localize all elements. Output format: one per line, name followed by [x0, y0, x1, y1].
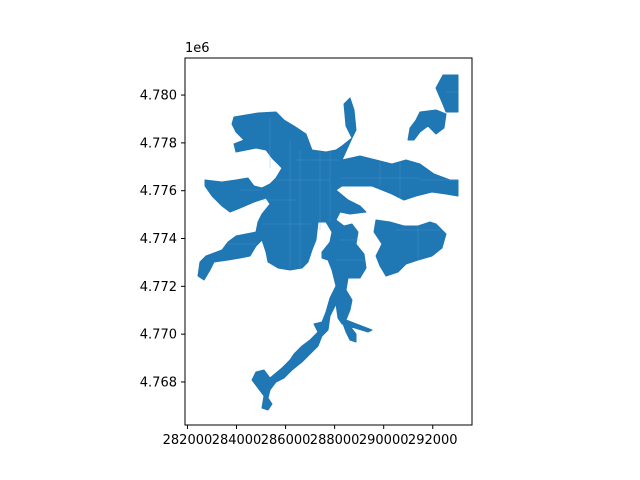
y-tick-label: 4.770 [140, 328, 177, 343]
y-tick-label: 4.768 [140, 375, 177, 390]
x-tick-label: 284000 [212, 433, 262, 448]
x-tick-label: 292000 [408, 433, 458, 448]
y-tick-label: 4.772 [140, 280, 177, 295]
y-tick-label: 4.780 [140, 89, 177, 104]
x-tick-label: 282000 [163, 433, 213, 448]
y-offset-label: 1e6 [185, 41, 210, 56]
axes-frame [184, 57, 473, 426]
x-tick-label: 290000 [359, 433, 409, 448]
y-tick-label: 4.774 [140, 232, 177, 247]
region-polygons [197, 74, 459, 411]
x-tick-label: 286000 [261, 433, 311, 448]
y-axis: 4.768 4.770 4.772 4.774 4.776 4.778 4.780 [140, 89, 185, 390]
y-tick-label: 4.776 [140, 184, 177, 199]
polygon-boundary-lines [228, 91, 458, 268]
x-tick-label: 288000 [310, 433, 360, 448]
y-tick-label: 4.778 [140, 136, 177, 151]
urban-area-polygon [197, 74, 459, 411]
x-axis: 282000 284000 286000 288000 290000 292000 [163, 425, 458, 448]
